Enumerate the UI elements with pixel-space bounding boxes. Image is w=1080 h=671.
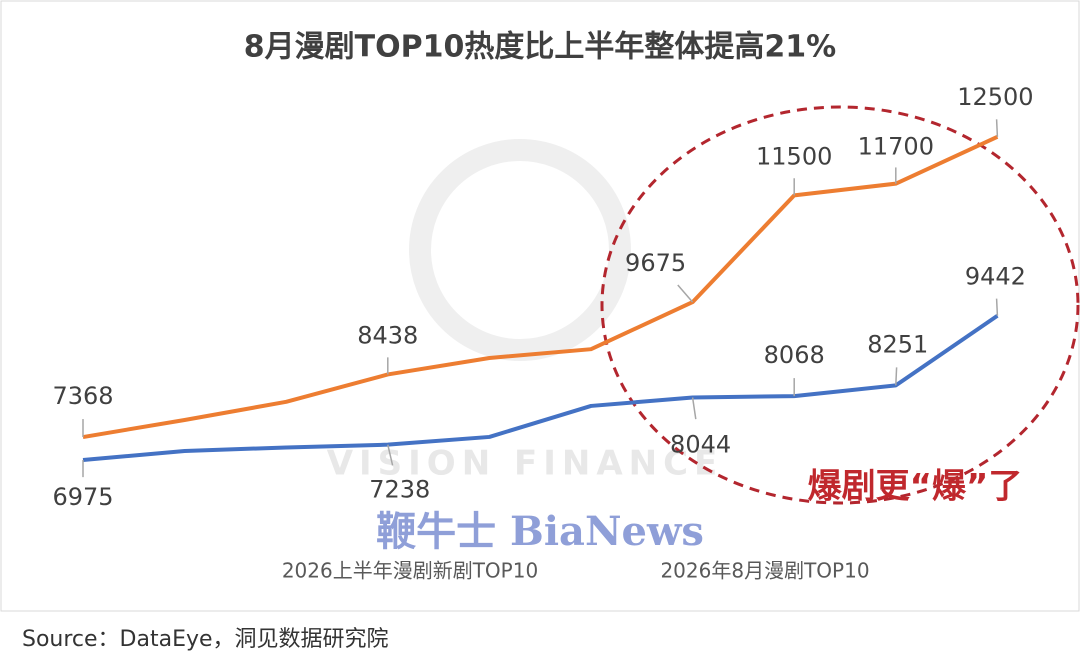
leader-line xyxy=(677,284,694,303)
leader-line xyxy=(995,119,999,137)
leader-line xyxy=(895,367,898,386)
annotation: 爆剧更“爆”了 xyxy=(808,467,1023,507)
data-label: 9442 xyxy=(965,263,1026,291)
watermark: 鞭牛士 BiaNews xyxy=(376,508,704,555)
highlight-ellipse xyxy=(600,105,1080,505)
data-label: 7368 xyxy=(52,382,113,410)
leader-line xyxy=(995,298,999,316)
leader-line xyxy=(691,397,697,420)
line xyxy=(82,314,999,463)
leader-line xyxy=(387,444,394,466)
data-label: 8438 xyxy=(357,321,418,349)
chart-frame xyxy=(0,0,1080,612)
legend-label: 2026年8月漫剧TOP10 xyxy=(660,559,869,583)
data-label: 11700 xyxy=(858,133,934,161)
data-label: 8044 xyxy=(670,431,731,459)
data-label: 12500 xyxy=(957,83,1033,111)
watermark-logo xyxy=(409,139,631,361)
data-label: 6975 xyxy=(52,483,113,511)
data-label: 11500 xyxy=(756,142,832,170)
line xyxy=(82,135,999,440)
data-label: 8251 xyxy=(867,330,928,358)
chart-title: 8月漫剧TOP10热度比上半年整体提高21% xyxy=(244,30,836,65)
data-label: 8068 xyxy=(764,341,825,369)
data-label: 7238 xyxy=(369,476,430,504)
legend-label: 2026上半年漫剧新剧TOP10 xyxy=(282,559,538,583)
source: Source：DataEye，洞见数据研究院 xyxy=(22,627,389,652)
data-label: 9675 xyxy=(625,249,686,277)
